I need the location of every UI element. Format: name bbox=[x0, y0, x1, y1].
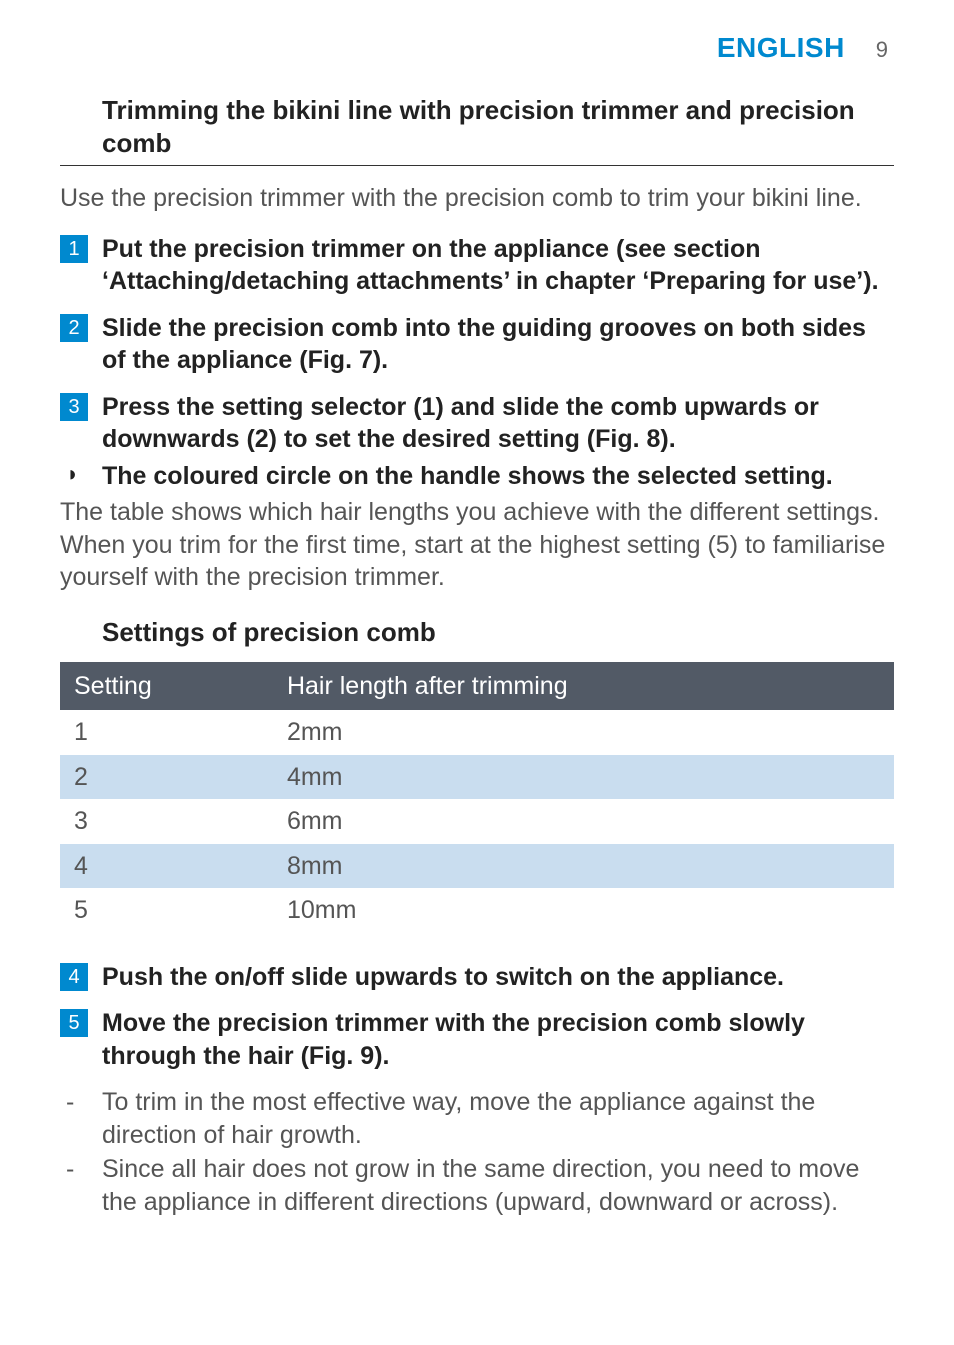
page-header: ENGLISH 9 bbox=[60, 30, 894, 66]
col-setting: Setting bbox=[60, 662, 273, 711]
intro-paragraph: Use the precision trimmer with the preci… bbox=[60, 182, 894, 215]
cell-setting: 3 bbox=[60, 799, 273, 844]
step-list-1: 1 Put the precision trimmer on the appli… bbox=[60, 233, 894, 456]
step-4: 4 Push the on/off slide upwards to switc… bbox=[60, 961, 894, 994]
step-badge: 2 bbox=[60, 314, 88, 342]
cell-setting: 1 bbox=[60, 710, 273, 755]
cell-length: 8mm bbox=[273, 844, 894, 889]
step-text: Move the precision trimmer with the prec… bbox=[102, 1009, 805, 1070]
step-3: 3 Press the setting selector (1) and sli… bbox=[60, 391, 894, 456]
table-row: 4 8mm bbox=[60, 844, 894, 889]
step-list-2: 4 Push the on/off slide upwards to switc… bbox=[60, 961, 894, 1073]
table-heading: Settings of precision comb bbox=[60, 616, 894, 650]
cell-length: 2mm bbox=[273, 710, 894, 755]
dash-list: To trim in the most effective way, move … bbox=[60, 1086, 894, 1218]
step-badge: 5 bbox=[60, 1009, 88, 1037]
cell-length: 4mm bbox=[273, 755, 894, 800]
step-badge: 3 bbox=[60, 393, 88, 421]
cell-length: 6mm bbox=[273, 799, 894, 844]
page-number: 9 bbox=[876, 36, 888, 65]
table-row: 5 10mm bbox=[60, 888, 894, 933]
step-text: Push the on/off slide upwards to switch … bbox=[102, 963, 784, 991]
step-2: 2 Slide the precision comb into the guid… bbox=[60, 312, 894, 377]
list-item: To trim in the most effective way, move … bbox=[60, 1086, 894, 1151]
table-header-row: Setting Hair length after trimming bbox=[60, 662, 894, 711]
step-1: 1 Put the precision trimmer on the appli… bbox=[60, 233, 894, 298]
col-hair-length: Hair length after trimming bbox=[273, 662, 894, 711]
settings-table: Setting Hair length after trimming 1 2mm… bbox=[60, 662, 894, 933]
cell-length: 10mm bbox=[273, 888, 894, 933]
step-5: 5 Move the precision trimmer with the pr… bbox=[60, 1007, 894, 1072]
table-row: 1 2mm bbox=[60, 710, 894, 755]
table-row: 2 4mm bbox=[60, 755, 894, 800]
table-row: 3 6mm bbox=[60, 799, 894, 844]
pointer-note: The coloured circle on the handle shows … bbox=[60, 460, 894, 493]
step-text: Slide the precision comb into the guidin… bbox=[102, 314, 866, 375]
step-badge: 4 bbox=[60, 963, 88, 991]
language-label: ENGLISH bbox=[717, 30, 845, 66]
cell-setting: 5 bbox=[60, 888, 273, 933]
after-note: The table shows which hair lengths you a… bbox=[60, 496, 894, 594]
step-text: Put the precision trimmer on the applian… bbox=[102, 235, 879, 296]
section-title: Trimming the bikini line with precision … bbox=[60, 94, 894, 166]
cell-setting: 2 bbox=[60, 755, 273, 800]
step-text: Press the setting selector (1) and slide… bbox=[102, 393, 819, 454]
step-badge: 1 bbox=[60, 235, 88, 263]
cell-setting: 4 bbox=[60, 844, 273, 889]
list-item: Since all hair does not grow in the same… bbox=[60, 1153, 894, 1218]
